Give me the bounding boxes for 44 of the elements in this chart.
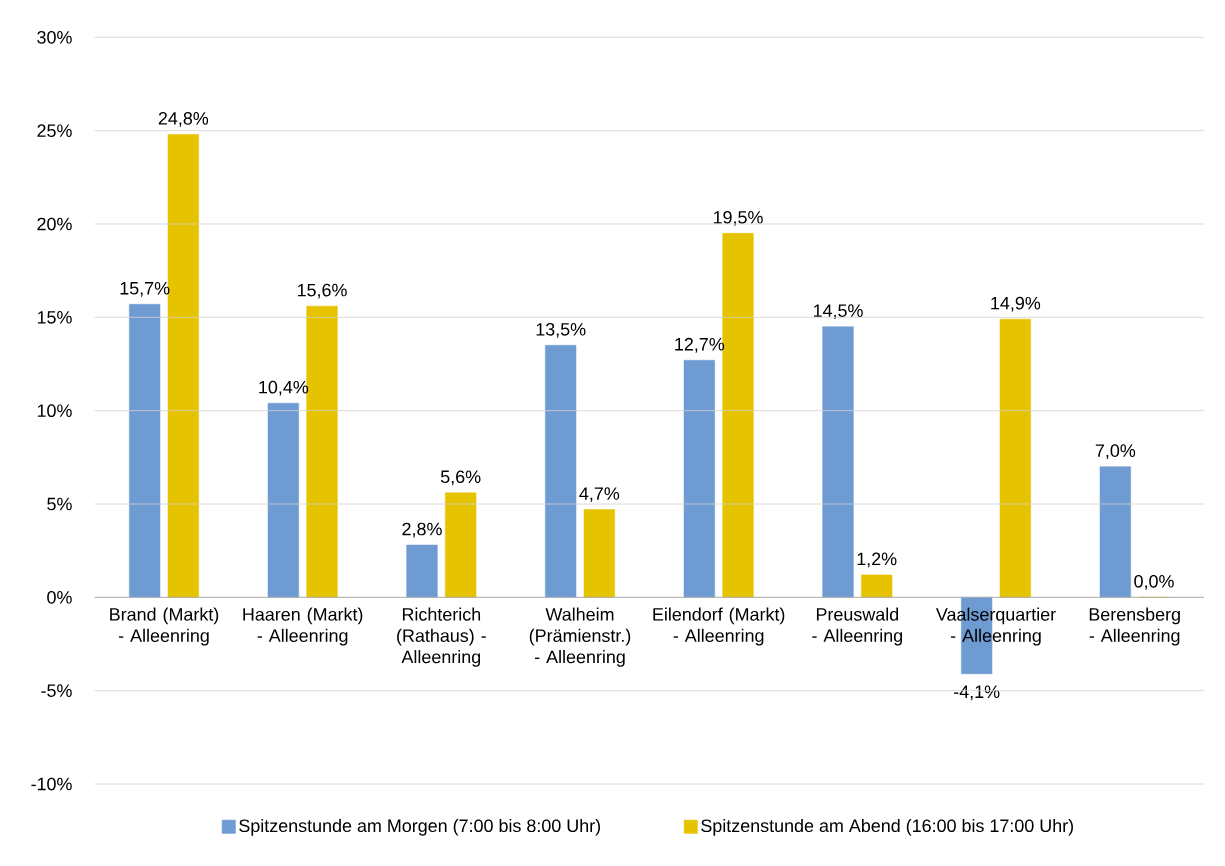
x-tick-label: Brand (Markt) - Alleenring (110, 607, 219, 646)
bar (545, 345, 577, 598)
bar (1099, 466, 1131, 598)
bar (445, 492, 477, 598)
bar (822, 326, 854, 598)
bar (861, 574, 893, 598)
x-tick-label: Haaren (Markt) - Alleenring (243, 607, 363, 646)
y-tick-label: 30% (37, 30, 72, 44)
x-tick-label: Preuswald - Alleenring (812, 607, 903, 646)
data-label: 5,6% (440, 470, 481, 486)
data-label: 1,2% (857, 552, 897, 568)
data-label: 0,0% (1134, 574, 1174, 590)
y-tick-label: 5% (47, 497, 72, 511)
x-tick-label: Eilendorf (Markt) - Alleenring (653, 607, 785, 646)
bar (683, 360, 715, 598)
bar (406, 544, 438, 598)
y-tick-label: 0% (47, 590, 72, 604)
bar (306, 305, 338, 598)
bar (722, 233, 754, 598)
data-label: 15,6% (297, 283, 347, 299)
x-tick-label: Berensberg - Alleenring (1089, 607, 1180, 646)
data-label: 7,0% (1095, 444, 1136, 460)
data-label: 19,5% (713, 210, 763, 226)
data-label: 13,5% (536, 322, 586, 338)
x-tick-label: Walheim (Prämienstr.) - Alleenring (529, 607, 631, 667)
x-tick-label: Richterich (Rathaus) - Alleenring (397, 607, 486, 667)
y-tick-label: 10% (37, 404, 72, 417)
y-tick-label: 20% (37, 217, 72, 231)
bar (267, 402, 299, 598)
legend-label: Spitzenstunde am Abend (16:00 bis 17:00 Uhr) (701, 818, 1073, 836)
data-label: 14,5% (813, 304, 863, 320)
bar (129, 303, 161, 598)
bar (583, 509, 615, 598)
y-tick-label: 15% (37, 311, 72, 324)
data-label: 2,8% (402, 522, 442, 538)
data-label: 4,7% (579, 487, 620, 503)
data-label: 14,9% (991, 296, 1041, 312)
data-label: -4,1% (954, 685, 1000, 701)
bar (999, 318, 1031, 598)
y-tick-label: 25% (37, 124, 72, 137)
y-tick-label: -10% (31, 777, 72, 791)
y-tick-label: -5% (41, 684, 72, 697)
legend-label: Spitzenstunde am Morgen (7:00 bis 8:00 Uhr) (239, 818, 601, 836)
data-label: 24,8% (158, 112, 209, 127)
